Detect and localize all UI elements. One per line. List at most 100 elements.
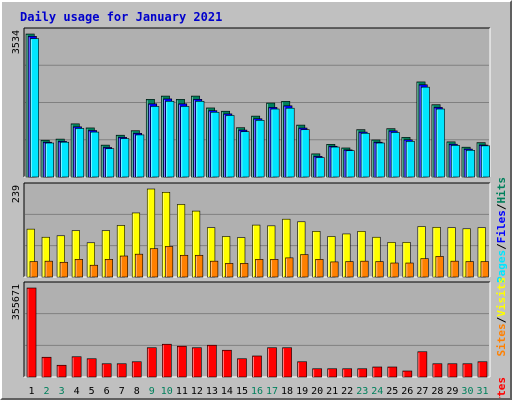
chart-panel-3: 355671 KBytes [11,281,508,398]
bar-sites-5 [89,264,98,278]
x-tick-label-22: 22 [341,386,353,397]
x-tick-label-16: 16 [251,386,263,397]
bar-kbytes-12 [192,347,202,378]
x-tick-label-28: 28 [431,386,443,397]
bar-sites-12 [195,254,204,278]
bar-pages-22 [345,150,355,178]
bar-sites-27 [420,258,429,278]
x-tick-label-15: 15 [236,386,248,397]
bar-sites-24 [375,261,384,278]
bar-kbytes-17 [267,347,277,378]
bar-sites-18 [285,257,294,278]
x-tick-label-12: 12 [191,386,203,397]
bar-pages-24 [375,142,385,178]
y-axis-max-label: 355671 [11,284,22,320]
legend-item-visits: Visits [495,277,508,317]
bar-pages-17 [270,108,280,178]
bar-kbytes-28 [432,363,443,378]
bar-kbytes-30 [462,363,473,378]
x-tick-label-1: 1 [29,386,35,397]
y-axis-max-label: 239 [11,185,22,203]
legend-item-sites: Sites [495,323,508,356]
bar-pages-10 [165,101,175,178]
bar-sites-17 [270,259,279,278]
x-tick-label-2: 2 [44,386,50,397]
bar-kbytes-22 [342,368,352,378]
bar-kbytes-31 [477,361,488,378]
bar-pages-14 [225,115,235,178]
bar-pages-12 [195,101,205,178]
bar-sites-9 [149,248,159,278]
bar-pages-2 [45,142,55,178]
legend-item-hits: Hits [495,177,508,204]
bar-kbytes-23 [357,368,368,378]
bar-sites-13 [210,260,219,278]
bar-sites-4 [74,259,83,278]
legend-2: Sites/Visits [495,277,508,357]
x-tick-label-26: 26 [401,386,413,397]
bar-pages-21 [330,146,340,178]
bar-kbytes-4 [71,356,82,378]
bar-sites-21 [330,261,339,278]
bar-pages-6 [105,148,115,178]
bar-kbytes-25 [387,366,398,378]
bar-pages-26 [405,141,415,178]
bar-sites-3 [59,261,68,278]
x-tick-label-18: 18 [281,386,293,397]
x-tick-label-10: 10 [161,386,173,397]
bar-kbytes-20 [312,368,322,378]
bar-kbytes-1 [26,287,37,378]
bar-pages-20 [315,157,325,178]
bar-sites-25 [390,262,399,278]
bar-kbytes-24 [372,366,383,378]
legend-item-kbytes: KBytes [495,377,508,398]
x-tick-label-30: 30 [461,386,473,397]
bar-pages-5 [90,131,100,178]
x-tick-label-20: 20 [311,386,323,397]
bar-sites-29 [450,260,459,278]
legend-separator: / [495,243,508,250]
x-tick-label-27: 27 [416,386,428,397]
legend-item-files: Files [495,210,508,243]
bar-kbytes-11 [177,345,187,378]
bar-pages-3 [60,141,70,178]
bar-pages-28 [435,108,445,178]
bar-kbytes-15 [237,358,247,378]
x-tick-label-13: 13 [206,386,218,397]
legend-separator: / [495,203,508,210]
bar-sites-30 [465,261,474,278]
bar-sites-8 [134,253,144,278]
x-tick-label-23: 23 [356,386,368,397]
bar-pages-11 [180,106,190,178]
bar-kbytes-14 [222,349,232,378]
bar-sites-11 [180,254,189,278]
x-tick-label-21: 21 [326,386,338,397]
bar-sites-19 [300,254,309,278]
x-tick-label-8: 8 [134,386,140,397]
bar-sites-20 [315,259,324,278]
bar-pages-9 [150,106,160,178]
bar-kbytes-18 [282,347,292,378]
bar-kbytes-3 [56,364,67,378]
bar-pages-30 [466,149,475,178]
bar-pages-7 [120,138,130,178]
x-tick-label-25: 25 [386,386,398,397]
x-tick-label-31: 31 [476,386,488,397]
legend-3: KBytes [495,377,508,398]
bar-sites-15 [240,263,249,278]
x-tick-label-9: 9 [149,386,155,397]
bar-kbytes-26 [402,370,413,378]
bar-kbytes-29 [447,363,458,378]
bar-kbytes-7 [116,363,127,378]
legend-item-pages: Pages [495,250,508,283]
bar-pages-27 [420,86,430,178]
bar-sites-16 [255,259,264,278]
bar-pages-8 [135,134,145,178]
bar-sites-6 [104,259,113,278]
x-tick-label-14: 14 [221,386,233,397]
x-tick-label-17: 17 [266,386,278,397]
legend-separator: / [495,316,508,323]
x-tick-label-3: 3 [59,386,65,397]
